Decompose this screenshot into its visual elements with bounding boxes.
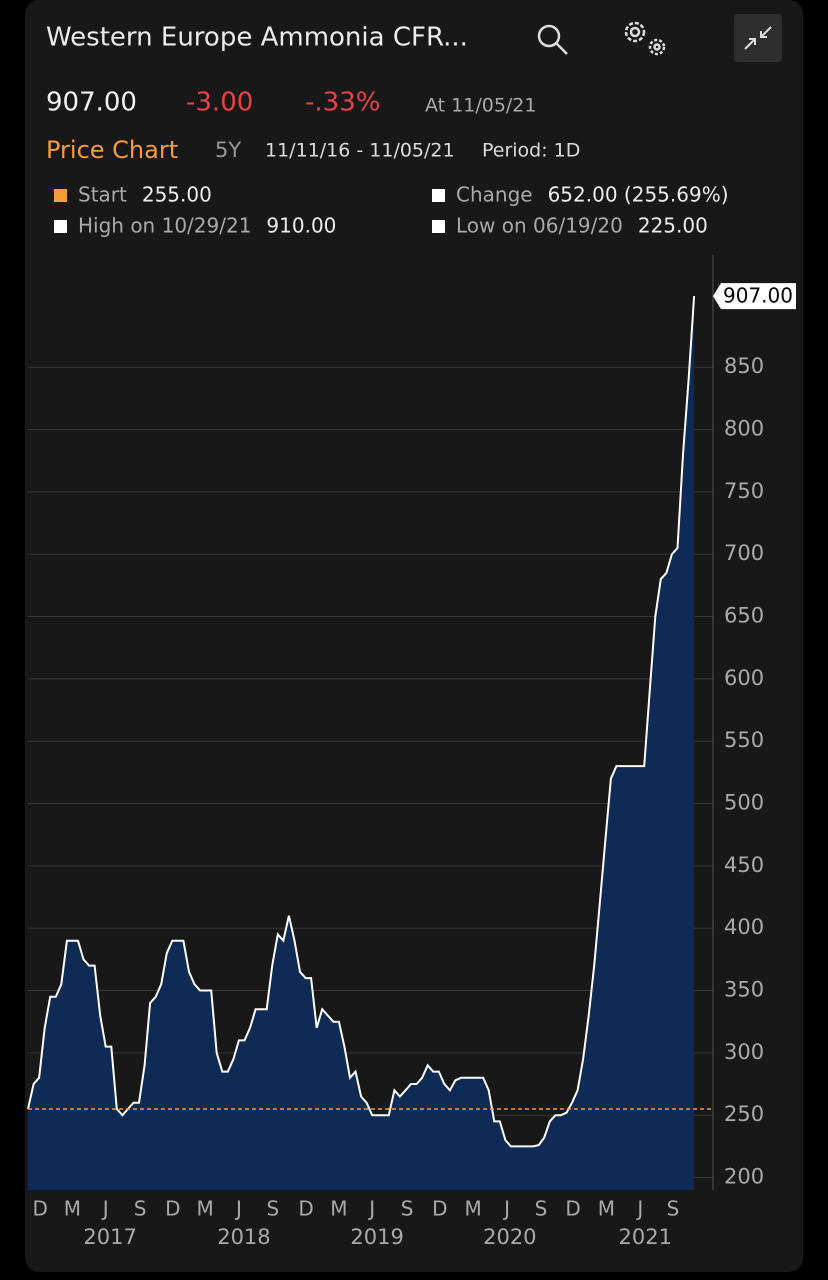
x-tick-label: D bbox=[165, 1197, 180, 1221]
x-tick-label: J bbox=[367, 1197, 375, 1221]
stat-value: 225.00 bbox=[638, 214, 708, 238]
last-price-tag bbox=[713, 283, 796, 310]
stat-label: Start bbox=[78, 183, 127, 207]
price-line bbox=[27, 296, 696, 1148]
settings-icon[interactable] bbox=[624, 21, 666, 56]
tab[interactable]: Price Chart bbox=[46, 136, 178, 164]
x-tick-label: J bbox=[234, 1197, 242, 1221]
range[interactable]: 5Y bbox=[215, 138, 241, 162]
stat-label: Change bbox=[456, 183, 533, 207]
year-label: 2018 bbox=[217, 1225, 270, 1249]
stat-value: 255.00 bbox=[142, 183, 212, 207]
stat-swatch bbox=[432, 189, 445, 202]
y-tick-label: 700 bbox=[724, 541, 764, 565]
stat-swatch bbox=[54, 189, 67, 202]
as-of: At 11/05/21 bbox=[425, 95, 537, 117]
y-tick-label: 750 bbox=[724, 479, 764, 503]
y-tick-label: 250 bbox=[724, 1102, 764, 1126]
x-tick-label: J bbox=[101, 1197, 109, 1221]
x-tick-label: D bbox=[565, 1197, 580, 1221]
last-price-label: 907.00 bbox=[723, 284, 793, 308]
area-fill bbox=[28, 296, 695, 1191]
dates: 11/11/16 - 11/05/21 bbox=[265, 140, 455, 162]
stat-value: 910.00 bbox=[266, 214, 336, 238]
title: Western Europe Ammonia CFR... bbox=[46, 23, 468, 53]
y-tick-label: 450 bbox=[724, 853, 764, 877]
x-tick-label: S bbox=[401, 1197, 414, 1221]
y-tick-label: 550 bbox=[724, 728, 764, 752]
search-icon[interactable] bbox=[537, 24, 568, 55]
y-tick-label: 350 bbox=[724, 978, 764, 1002]
y-tick-label: 300 bbox=[724, 1040, 764, 1064]
period[interactable]: Period: 1D bbox=[482, 140, 580, 162]
plot: 200 250 300 350 400 450 500 550 600 650 700 750 800 8… bbox=[27, 255, 796, 1249]
stat-swatch bbox=[54, 220, 67, 233]
x-tick-label: D bbox=[432, 1197, 447, 1221]
change-pct: -.33% bbox=[305, 88, 380, 118]
x-tick-label: M bbox=[330, 1197, 347, 1221]
x-tick-label: M bbox=[196, 1197, 213, 1221]
y-tick-label: 600 bbox=[724, 666, 764, 690]
stat-label: High on 10/29/21 bbox=[78, 214, 251, 238]
x-tick-label: D bbox=[298, 1197, 313, 1221]
price: 907.00 bbox=[46, 88, 137, 118]
y-tick-label: 800 bbox=[724, 417, 764, 441]
x-tick-label: S bbox=[134, 1197, 147, 1221]
year-label: 2021 bbox=[619, 1225, 672, 1249]
x-tick-label: J bbox=[502, 1197, 510, 1221]
change: -3.00 bbox=[186, 88, 253, 118]
y-tick-label: 850 bbox=[724, 354, 764, 378]
y-tick-label: 500 bbox=[724, 791, 764, 815]
x-tick-label: S bbox=[266, 1197, 279, 1221]
x-tick-label: S bbox=[535, 1197, 548, 1221]
x-tick-label: M bbox=[64, 1197, 81, 1221]
x-tick-label: J bbox=[635, 1197, 643, 1221]
stats: Start 255.00 Change 652.00 (255.69%) High on… bbox=[54, 183, 729, 238]
x-tick-label: S bbox=[667, 1197, 680, 1221]
stat-label: Low on 06/19/20 bbox=[456, 214, 623, 238]
year-label: 2017 bbox=[83, 1225, 136, 1249]
y-tick-label: 400 bbox=[724, 915, 764, 939]
y-tick-label: 200 bbox=[724, 1165, 764, 1189]
x-tick-label: M bbox=[465, 1197, 482, 1221]
x-tick-label: D bbox=[33, 1197, 48, 1221]
x-tick-label: M bbox=[598, 1197, 615, 1221]
year-label: 2019 bbox=[350, 1225, 403, 1249]
y-tick-label: 650 bbox=[724, 604, 764, 628]
year-label: 2020 bbox=[483, 1225, 536, 1249]
stat-swatch bbox=[432, 220, 445, 233]
stat-value: 652.00 (255.69%) bbox=[548, 183, 729, 207]
collapse-button[interactable] bbox=[734, 14, 782, 62]
